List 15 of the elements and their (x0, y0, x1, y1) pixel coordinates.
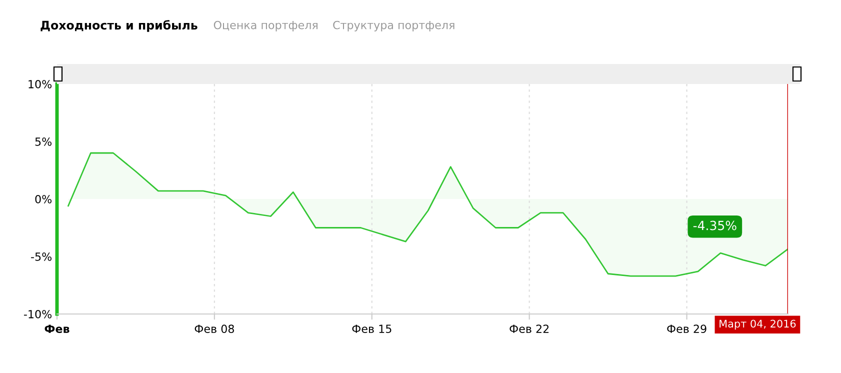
annotation: -4.35% (693, 220, 736, 230)
y-tick-label: 5% (35, 137, 52, 146)
y-tick-label: 0% (35, 194, 52, 204)
ref-line-label: Март 04, 2016 (720, 320, 796, 330)
x-tick-label: Фев 15 (352, 324, 392, 334)
x-tick-label: Фев 29 (667, 324, 706, 334)
y-tick-label: -5% (31, 252, 52, 261)
text: Структура портфеля (333, 20, 454, 32)
text: Оценка портфеля (214, 20, 318, 32)
chart-title: Доходность и прибыль (40, 20, 198, 32)
x-tick-label: Фев (44, 324, 70, 334)
x-tick-label: Фев 08 (194, 324, 234, 334)
y-tick-label: 10% (28, 80, 52, 88)
x-tick-label: Фев 22 (510, 324, 549, 334)
y-tick-label: -10% (24, 310, 52, 318)
